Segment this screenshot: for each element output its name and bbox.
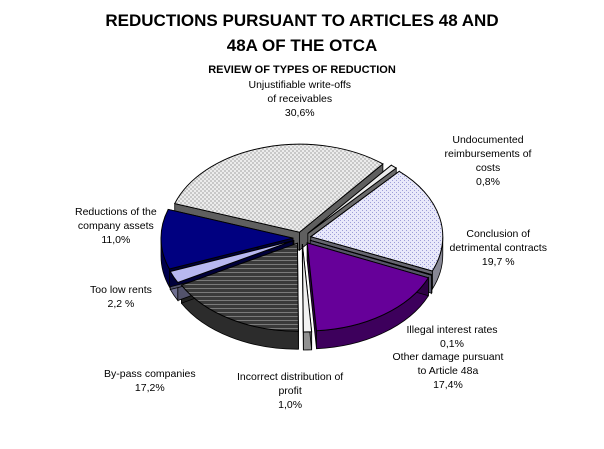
slice-value-6: 17,2% xyxy=(134,382,165,394)
slice-label-8-text-1: company assets xyxy=(77,220,154,232)
slice-value-2: 19,7 % xyxy=(481,256,515,268)
slice-label-5-text-1: profit xyxy=(278,385,302,397)
slice-label-2-text-0: Conclusion of xyxy=(466,228,531,240)
slice-5 xyxy=(301,243,313,333)
slice-8 xyxy=(160,208,294,270)
slice-label-8: Reductions of the company assets 11,0% xyxy=(75,205,157,247)
slice-value-7: 2,2 % xyxy=(107,298,135,310)
chart-title-line-2: 48A OF THE OTCA xyxy=(226,36,378,55)
slice-0 xyxy=(173,143,384,233)
slice-label-1-text-2: costs xyxy=(475,162,501,174)
chart-title-line-1: REDUCTIONS PURSUANT TO ARTICLES 48 AND xyxy=(105,11,499,30)
slice-label-3: Illegal interest rates 0,1% xyxy=(407,323,498,351)
slice-7 xyxy=(169,240,294,284)
slice-value-1: 0,8% xyxy=(476,176,500,188)
slice-label-7-text-0: Too low rents xyxy=(90,284,152,296)
slice-value-5: 1,0% xyxy=(278,399,303,411)
slice-4 xyxy=(306,242,430,332)
pie-slices xyxy=(160,143,444,351)
slice-3 xyxy=(310,239,433,276)
slice-label-1-text-1: reimbursements of xyxy=(444,148,532,160)
slice-label-4-text-0: Other damage pursuant xyxy=(392,351,504,363)
slice-label-0-text-1: of receivables xyxy=(267,93,333,105)
slice-label-0: Unjustifiable write-offs of receivables 30… xyxy=(249,78,352,120)
slice-label-1-text-0: Undocumented xyxy=(452,134,524,146)
slice-label-6-text-0: By-pass companies xyxy=(104,368,196,380)
slice-value-3: 0,1% xyxy=(440,338,464,350)
slice-1 xyxy=(307,164,398,234)
slice-label-7: Too low rents 2,2 % xyxy=(90,283,152,311)
slice-label-3-text-0: Illegal interest rates xyxy=(406,324,498,336)
slice-label-6: By-pass companies 17,2% xyxy=(104,367,196,395)
slice-6 xyxy=(180,242,299,332)
slice-value-8: 11,0% xyxy=(101,234,131,246)
slice-label-0-text-0: Unjustifiable write-offs xyxy=(248,79,352,91)
slice-label-2-text-1: detrimental contracts xyxy=(449,242,547,254)
slice-label-5: Incorrect distribution of profit 1,0% xyxy=(237,370,343,412)
slice-label-5-text-0: Incorrect distribution of xyxy=(237,371,344,383)
slice-label-8-text-0: Reductions of the xyxy=(75,206,157,218)
slice-label-4-text-1: to Article 48a xyxy=(417,365,479,377)
slice-label-4: Other damage pursuant to Article 48a 17,4% xyxy=(393,350,504,392)
chart-subtitle: REVIEW OF TYPES OF REDUCTION xyxy=(208,64,396,76)
slice-2 xyxy=(309,170,444,272)
slice-value-0: 30,6% xyxy=(284,107,315,119)
slice-value-4: 17,4% xyxy=(433,379,463,391)
slice-label-1: Undocumented reimbursements of costs 0,8% xyxy=(445,133,532,189)
slice-label-2: Conclusion of detrimental contracts 19,7 % xyxy=(450,227,547,269)
